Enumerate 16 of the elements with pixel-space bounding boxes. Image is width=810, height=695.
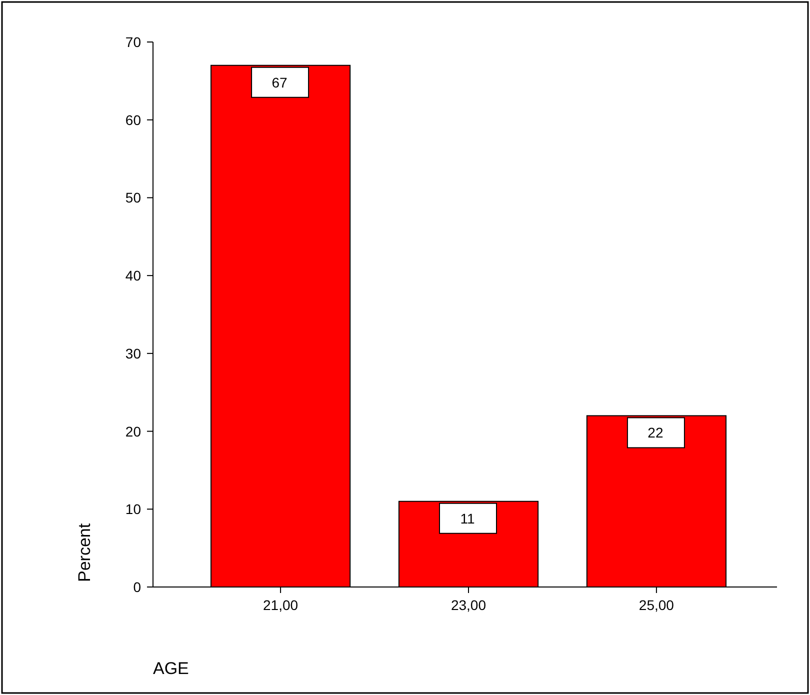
y-tick-label: 60 xyxy=(125,112,142,128)
y-tick-label: 20 xyxy=(125,423,142,440)
x-axis-title: AGE xyxy=(153,659,189,678)
y-tick-label: 70 xyxy=(125,34,142,50)
data-label: 22 xyxy=(648,424,664,441)
data-label: 67 xyxy=(272,74,288,90)
y-tick-label: 30 xyxy=(125,345,142,362)
data-label: 11 xyxy=(460,510,475,526)
y-tick-label: 40 xyxy=(125,268,142,284)
x-tick-label: 25,00 xyxy=(638,597,674,613)
x-tick-label: 21,00 xyxy=(263,597,298,613)
y-tick-label: 50 xyxy=(125,190,142,206)
y-axis-title: Percent xyxy=(75,523,94,582)
y-tick-label: 10 xyxy=(125,501,142,518)
y-tick-label: 0 xyxy=(133,579,142,595)
x-tick-label: 23,00 xyxy=(450,597,486,613)
